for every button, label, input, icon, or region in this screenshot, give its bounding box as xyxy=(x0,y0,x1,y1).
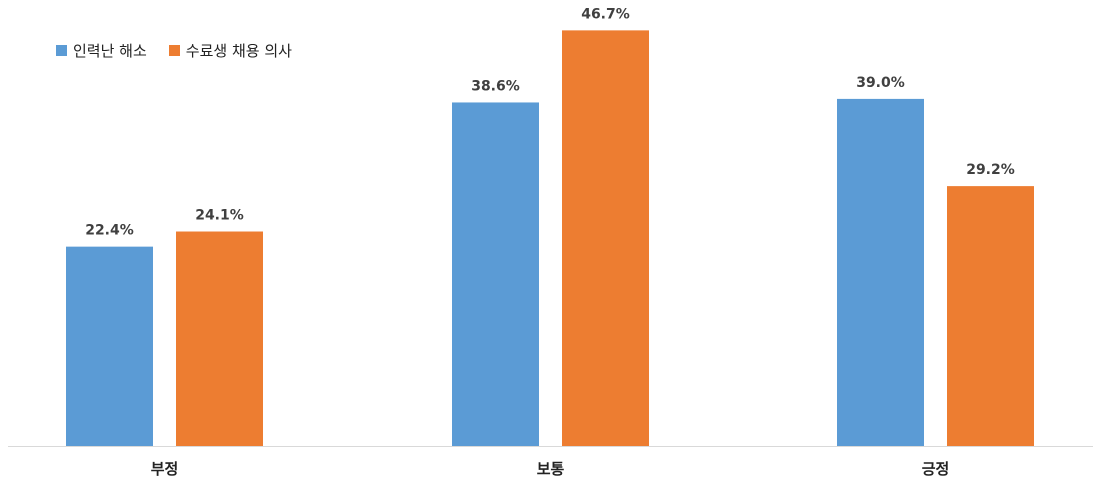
category-label-1: 부정 xyxy=(151,460,179,478)
data-label-series-2-1: 24.1% xyxy=(195,208,244,224)
data-label-series-1-1: 22.4% xyxy=(85,223,134,239)
bar-series-1-1 xyxy=(66,246,153,446)
legend: 인력난 해소 수료생 채용 의사 xyxy=(56,40,292,61)
bar-series-2-3 xyxy=(947,186,1034,446)
bar-series-1-2 xyxy=(452,102,539,447)
legend-swatch-series-1 xyxy=(56,45,67,56)
data-label-series-2-2: 46.7% xyxy=(581,6,630,22)
bar-series-1-3 xyxy=(837,98,924,447)
legend-swatch-series-2 xyxy=(168,45,180,56)
bar-series-2-2 xyxy=(562,30,649,447)
data-label-series-1-2: 38.6% xyxy=(471,78,520,94)
legend-label-series-1: 인력난 해소 xyxy=(73,42,147,60)
bar-series-2-1 xyxy=(176,231,263,446)
data-label-series-2-3: 29.2% xyxy=(966,162,1015,178)
category-label-3: 긍정 xyxy=(922,460,950,478)
data-label-series-1-3: 39.0% xyxy=(856,75,905,91)
category-label-2: 보통 xyxy=(537,460,565,478)
legend-item-series-2: 수료생 채용 의사 xyxy=(168,40,292,61)
legend-item-series-1: 인력난 해소 xyxy=(56,40,147,61)
legend-label-series-2: 수료생 채용 의사 xyxy=(185,42,292,60)
